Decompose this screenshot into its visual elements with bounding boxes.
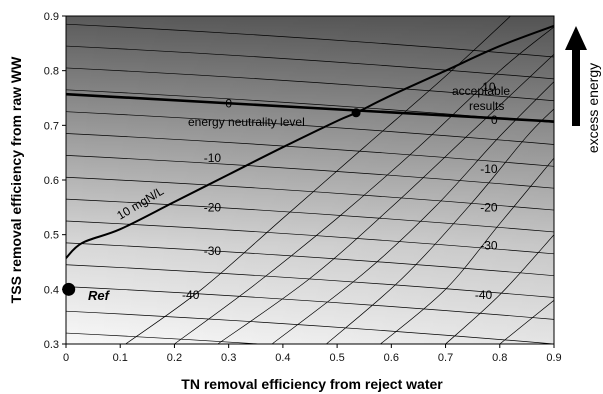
y-axis-title: TSS removal efficiency from raw WW (8, 56, 24, 303)
excess-energy-arrow (565, 26, 587, 126)
contour-value-label: 0 (225, 96, 232, 110)
energy-contour-line (66, 45, 554, 80)
energy-contours (66, 23, 554, 344)
y-tick-label: 0.4 (44, 284, 59, 296)
excess-energy-label: excess energy (585, 63, 601, 153)
y-tick-label: 0.8 (44, 66, 59, 78)
x-axis-title: TN removal efficiency from reject water (181, 376, 443, 392)
x-tick-label: 0.7 (438, 352, 453, 364)
x-tick-label: 0.9 (546, 352, 561, 364)
effluent-lines (125, 16, 554, 344)
y-tick-label: 0.6 (44, 175, 59, 187)
effluent-contour-line (326, 108, 554, 344)
contour-value-label: 0 (491, 113, 498, 127)
energy-contour-line (66, 264, 554, 298)
intersection-marker (351, 108, 361, 118)
effluent-contour-line (380, 157, 554, 344)
x-tick-label: 0.5 (329, 352, 344, 364)
contour-labels: -40 -30 -20 -10 0 10 0 -10 -20 -30 -40 (182, 80, 498, 302)
energy-contour-line (66, 198, 554, 233)
effluent-contour-line (271, 81, 554, 344)
contour-value-label: -10 (204, 151, 222, 165)
energy-contour-line (66, 332, 266, 344)
effluent-contour-line (125, 16, 511, 344)
x-tick-label: 0.4 (275, 352, 290, 364)
y-tick-label: 0.5 (44, 230, 59, 242)
reference-label: Ref (88, 288, 111, 303)
contour-value-label: -40 (475, 288, 493, 302)
x-tick-label: 0.1 (113, 352, 128, 364)
x-tick-label: 0.6 (384, 352, 399, 364)
energy-contour-line (66, 111, 554, 145)
effluent-contour-line (445, 234, 554, 344)
energy-contour-line (66, 286, 554, 320)
effluent-contour-line (217, 54, 554, 344)
contour-value-label: -30 (480, 239, 498, 253)
y-tick-label: 0.7 (44, 120, 59, 132)
plot-background-shade (66, 16, 554, 344)
contour-value-label: -10 (480, 162, 498, 176)
energy-contour-line (66, 220, 554, 255)
contour-value-label: -20 (480, 200, 498, 214)
energy-contour-line (66, 67, 554, 102)
energy-contour-line (66, 155, 554, 189)
energy-contour-line (66, 176, 554, 211)
x-tick-label: 0 (63, 352, 69, 364)
neutrality-line (65, 92, 555, 123)
contour-value-label: -20 (204, 200, 222, 214)
neutrality-label: energy neutrality level (188, 115, 305, 129)
acceptable-label-line1: acceptable (452, 84, 510, 98)
x-tick-label: 0.2 (167, 352, 182, 364)
y-tick-label: 0.9 (44, 11, 59, 23)
contour-value-label: -30 (204, 244, 222, 258)
reference-marker (62, 282, 76, 296)
energy-contour-line (66, 310, 554, 344)
y-axis-ticks: 0.3 0.4 0.5 0.6 0.7 0.8 0.9 (44, 11, 66, 351)
contour-value-label: -40 (182, 288, 200, 302)
x-tick-label: 0.3 (221, 352, 236, 364)
x-axis-ticks: 0 0.1 0.2 0.3 0.4 0.5 0.6 0.7 0.8 0.9 (63, 344, 562, 364)
x-tick-label: 0.8 (492, 352, 507, 364)
effluent-contour-line (499, 300, 554, 344)
energy-contour-line (66, 242, 554, 277)
acceptable-label-line2: results (469, 99, 504, 113)
limit-curve (66, 24, 554, 259)
contour-value-label: 10 (482, 80, 496, 94)
effluent-contour-line (174, 26, 554, 344)
y-tick-label: 0.3 (44, 339, 59, 351)
energy-contour-line (66, 133, 554, 167)
